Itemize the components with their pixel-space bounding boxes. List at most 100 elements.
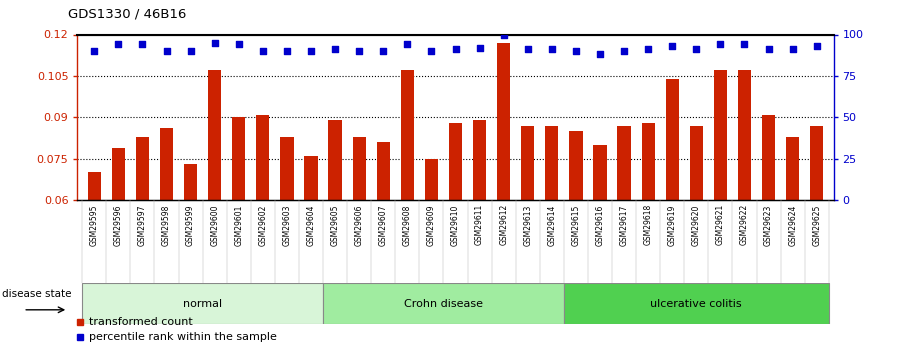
- Text: GSM29608: GSM29608: [403, 204, 412, 246]
- Point: [256, 48, 271, 54]
- Text: GSM29609: GSM29609: [427, 204, 436, 246]
- Bar: [738, 70, 751, 200]
- Bar: [376, 142, 390, 200]
- Text: GDS1330 / 46B16: GDS1330 / 46B16: [68, 8, 187, 21]
- Bar: [762, 115, 775, 200]
- Bar: [160, 128, 173, 200]
- Point: [400, 42, 415, 47]
- Point: [520, 47, 535, 52]
- Text: GSM29611: GSM29611: [475, 204, 484, 246]
- Bar: [82, 283, 323, 324]
- Bar: [569, 131, 582, 200]
- Bar: [618, 126, 630, 200]
- Point: [183, 48, 198, 54]
- Text: transformed count: transformed count: [89, 317, 192, 326]
- Point: [809, 43, 824, 49]
- Text: percentile rank within the sample: percentile rank within the sample: [89, 332, 277, 342]
- Text: Crohn disease: Crohn disease: [404, 299, 483, 308]
- Text: GSM29624: GSM29624: [788, 204, 797, 246]
- Point: [111, 42, 126, 47]
- Point: [617, 48, 631, 54]
- Text: disease state: disease state: [2, 289, 71, 299]
- Bar: [353, 137, 366, 200]
- Text: GSM29604: GSM29604: [306, 204, 315, 246]
- Bar: [810, 126, 824, 200]
- Point: [496, 32, 511, 37]
- Bar: [786, 137, 799, 200]
- Point: [785, 47, 800, 52]
- Text: GSM29616: GSM29616: [596, 204, 605, 246]
- Bar: [564, 283, 829, 324]
- Point: [568, 48, 583, 54]
- Point: [135, 42, 149, 47]
- Bar: [401, 70, 414, 200]
- Point: [448, 47, 463, 52]
- Point: [713, 42, 728, 47]
- Bar: [232, 117, 245, 200]
- Text: GSM29614: GSM29614: [548, 204, 557, 246]
- Point: [640, 47, 655, 52]
- Point: [328, 47, 343, 52]
- Bar: [497, 43, 510, 200]
- Point: [425, 48, 439, 54]
- Bar: [593, 145, 607, 200]
- Point: [231, 42, 246, 47]
- Point: [472, 45, 486, 50]
- Bar: [256, 115, 270, 200]
- Point: [352, 48, 366, 54]
- Bar: [690, 126, 703, 200]
- Text: GSM29621: GSM29621: [716, 204, 725, 246]
- Text: GSM29603: GSM29603: [282, 204, 292, 246]
- Text: GSM29606: GSM29606: [354, 204, 363, 246]
- Bar: [208, 70, 221, 200]
- Bar: [449, 123, 462, 200]
- Text: GSM29601: GSM29601: [234, 204, 243, 246]
- Text: normal: normal: [183, 299, 222, 308]
- Bar: [641, 123, 655, 200]
- Text: GSM29625: GSM29625: [813, 204, 821, 246]
- Text: GSM29618: GSM29618: [644, 204, 652, 246]
- Bar: [304, 156, 318, 200]
- Text: GSM29597: GSM29597: [138, 204, 147, 246]
- Point: [159, 48, 174, 54]
- Bar: [713, 70, 727, 200]
- Point: [545, 47, 559, 52]
- Point: [280, 48, 294, 54]
- Text: GSM29620: GSM29620: [691, 204, 701, 246]
- Text: GSM29607: GSM29607: [379, 204, 388, 246]
- Text: GSM29602: GSM29602: [259, 204, 267, 246]
- Bar: [184, 164, 198, 200]
- Text: ulcerative colitis: ulcerative colitis: [650, 299, 742, 308]
- Point: [376, 48, 391, 54]
- Text: GSM29598: GSM29598: [162, 204, 171, 246]
- Point: [87, 48, 102, 54]
- Text: GSM29600: GSM29600: [210, 204, 220, 246]
- Text: GSM29615: GSM29615: [571, 204, 580, 246]
- Bar: [666, 79, 679, 200]
- Text: GSM29599: GSM29599: [186, 204, 195, 246]
- Point: [762, 47, 776, 52]
- Point: [665, 43, 680, 49]
- Text: GSM29595: GSM29595: [90, 204, 98, 246]
- Text: GSM29619: GSM29619: [668, 204, 677, 246]
- Bar: [521, 126, 535, 200]
- Bar: [545, 126, 558, 200]
- Bar: [87, 172, 101, 200]
- Point: [303, 48, 318, 54]
- Point: [689, 47, 703, 52]
- Bar: [323, 283, 564, 324]
- Text: GSM29605: GSM29605: [331, 204, 340, 246]
- Text: GSM29610: GSM29610: [451, 204, 460, 246]
- Text: GSM29617: GSM29617: [619, 204, 629, 246]
- Point: [737, 42, 752, 47]
- Point: [593, 52, 608, 57]
- Bar: [329, 120, 342, 200]
- Bar: [281, 137, 293, 200]
- Bar: [473, 120, 486, 200]
- Text: GSM29613: GSM29613: [523, 204, 532, 246]
- Text: GSM29623: GSM29623: [764, 204, 773, 246]
- Text: GSM29596: GSM29596: [114, 204, 123, 246]
- Bar: [425, 159, 438, 200]
- Text: GSM29622: GSM29622: [740, 204, 749, 246]
- Bar: [112, 148, 125, 200]
